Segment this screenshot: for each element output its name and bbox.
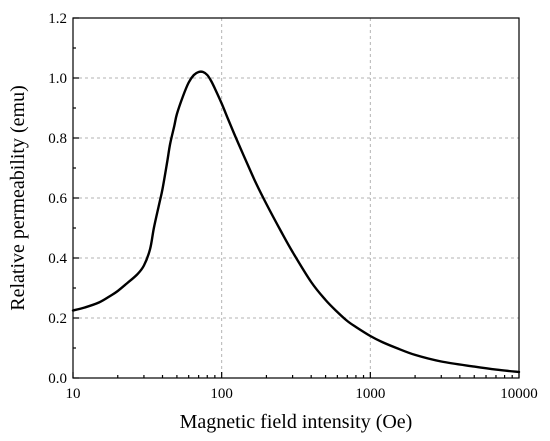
x-tick-label: 10 <box>66 386 81 402</box>
series-line <box>71 70 521 374</box>
y-tick-label: 0.2 <box>48 311 67 327</box>
grid-lines <box>73 18 519 378</box>
y-tick-label: 0.8 <box>48 131 67 147</box>
x-axis-title: Magnetic field intensity (Oe) <box>180 411 413 433</box>
y-tick-label: 0.4 <box>48 251 67 267</box>
y-axis-title: Relative permeability (emu) <box>7 85 29 310</box>
x-tick-label: 10000 <box>500 386 538 402</box>
axis-ticks <box>72 17 520 379</box>
x-tick-label: 100 <box>210 386 233 402</box>
y-tick-label: 0.6 <box>48 191 67 207</box>
tick-labels: 10 100 1000 10000 0.0 0.2 0.4 0.6 0.8 1.0 1.2 <box>48 11 538 402</box>
y-tick-label: 1.2 <box>48 11 67 27</box>
y-tick-label: 1.0 <box>48 71 67 87</box>
y-tick-label: 0.0 <box>48 371 67 387</box>
x-tick-label: 1000 <box>355 386 385 402</box>
